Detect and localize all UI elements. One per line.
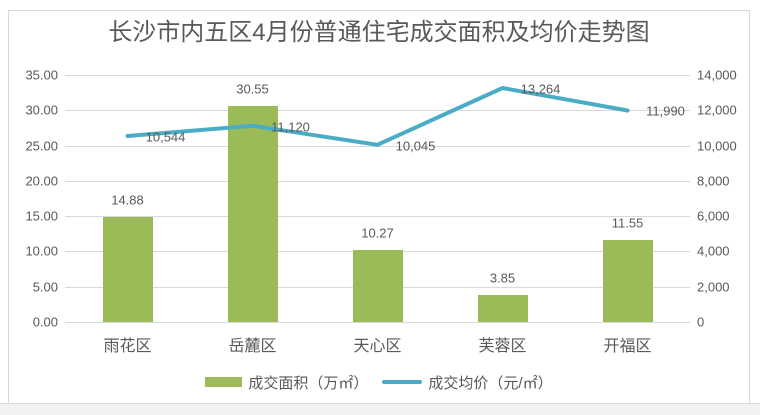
x-axis-category-label: 开福区 xyxy=(603,338,652,355)
y-axis-right-tick: 12,000 xyxy=(697,102,737,118)
y-axis-left-tick: 25.00 xyxy=(25,138,58,154)
bar-value-label: 3.85 xyxy=(489,270,516,286)
y-axis-left-tick: 0.00 xyxy=(32,314,58,330)
x-axis-category-label: 芙蓉区 xyxy=(478,338,527,355)
line-point-label: 10,045 xyxy=(395,138,436,154)
line-point-label: 11,120 xyxy=(271,119,310,135)
gridline xyxy=(65,216,690,217)
line-point-label: 11,990 xyxy=(646,103,685,119)
y-axis-left-tick: 30.00 xyxy=(25,102,58,118)
bar-value-label: 14.88 xyxy=(111,192,144,208)
x-axis-category-label: 天心区 xyxy=(353,338,402,355)
legend-label: 成交均价（元/㎡） xyxy=(428,374,553,392)
y-axis-right-tick: 2,000 xyxy=(697,279,730,295)
bar[interactable] xyxy=(102,216,153,322)
legend-item[interactable]: 成交均价（元/㎡） xyxy=(382,372,553,393)
y-axis-right-tick: 14,000 xyxy=(697,67,737,83)
legend: 成交面积（万㎡） 成交均价（元/㎡） xyxy=(8,369,750,395)
legend-bar-swatch xyxy=(205,377,243,387)
bar-value-label: 11.55 xyxy=(611,215,644,231)
bar[interactable] xyxy=(477,294,528,322)
legend-label: 成交面积（万㎡） xyxy=(248,374,369,392)
bar[interactable] xyxy=(602,240,653,322)
legend-line-swatch xyxy=(382,380,423,384)
y-axis-left-tick: 15.00 xyxy=(25,208,58,224)
y-axis-left-tick: 5.00 xyxy=(32,279,58,295)
y-axis-left-tick: 20.00 xyxy=(25,173,58,189)
bar-value-label: 10.27 xyxy=(361,225,394,241)
footer-strip xyxy=(0,403,760,415)
gridline xyxy=(65,181,690,182)
gridline xyxy=(65,75,690,76)
gridline xyxy=(65,322,690,323)
y-axis-right-tick: 10,000 xyxy=(697,138,737,154)
y-axis-left-tick: 35.00 xyxy=(25,67,58,83)
line-point-label: 10,544 xyxy=(145,129,186,145)
y-axis-right-tick: 8,000 xyxy=(697,173,730,189)
line-point-label: 13,264 xyxy=(520,81,561,97)
y-axis-right-tick: 4,000 xyxy=(697,243,730,259)
x-axis-category-label: 岳麓区 xyxy=(228,338,277,355)
bar[interactable] xyxy=(352,249,403,322)
y-axis-right-tick: 0 xyxy=(697,314,705,330)
legend-item[interactable]: 成交面积（万㎡） xyxy=(205,372,368,393)
y-axis-left-tick: 10.00 xyxy=(25,243,58,259)
chart-title: 长沙市内五区4月份普通住宅成交面积及均价走势图 xyxy=(108,19,650,46)
y-axis-right-tick: 6,000 xyxy=(697,208,730,224)
x-axis-category-label: 雨花区 xyxy=(103,338,152,355)
